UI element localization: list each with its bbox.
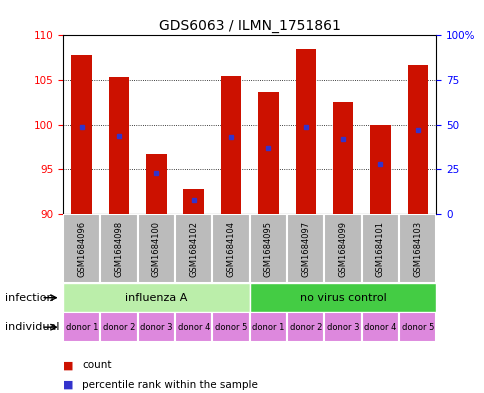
Text: GSM1684099: GSM1684099 — [338, 220, 347, 277]
Text: GSM1684102: GSM1684102 — [189, 220, 198, 277]
Text: infection: infection — [5, 293, 53, 303]
Bar — [287, 214, 324, 283]
Bar — [63, 283, 249, 312]
Text: GSM1684096: GSM1684096 — [77, 220, 86, 277]
Bar — [249, 214, 287, 283]
Text: count: count — [82, 360, 112, 371]
Text: individual: individual — [5, 322, 59, 332]
Bar — [257, 92, 278, 214]
Bar — [183, 189, 204, 214]
Text: GSM1684100: GSM1684100 — [151, 220, 161, 277]
Bar — [71, 55, 92, 214]
Bar — [212, 214, 249, 283]
Text: no virus control: no virus control — [299, 293, 386, 303]
Bar — [324, 214, 361, 283]
Text: donor 5: donor 5 — [401, 323, 433, 332]
Text: donor 5: donor 5 — [214, 323, 247, 332]
Text: ■: ■ — [63, 380, 74, 390]
Text: ■: ■ — [63, 360, 74, 371]
Text: donor 4: donor 4 — [177, 323, 210, 332]
Bar — [100, 312, 137, 342]
Bar — [287, 312, 324, 342]
Bar — [63, 312, 100, 342]
Bar — [361, 214, 398, 283]
Text: donor 2: donor 2 — [103, 323, 135, 332]
Text: donor 3: donor 3 — [140, 323, 172, 332]
Bar — [249, 312, 287, 342]
Bar — [137, 214, 175, 283]
Text: donor 4: donor 4 — [363, 323, 396, 332]
Bar — [137, 312, 175, 342]
Bar — [212, 312, 249, 342]
Text: GSM1684097: GSM1684097 — [301, 220, 310, 277]
Title: GDS6063 / ILMN_1751861: GDS6063 / ILMN_1751861 — [158, 19, 340, 33]
Bar — [175, 214, 212, 283]
Text: donor 3: donor 3 — [326, 323, 359, 332]
Bar — [175, 312, 212, 342]
Bar — [146, 154, 166, 214]
Bar — [369, 125, 390, 214]
Text: GSM1684101: GSM1684101 — [375, 220, 384, 277]
Text: percentile rank within the sample: percentile rank within the sample — [82, 380, 258, 390]
Bar — [398, 312, 436, 342]
Text: GSM1684098: GSM1684098 — [114, 220, 123, 277]
Bar — [361, 312, 398, 342]
Bar — [100, 214, 137, 283]
Text: donor 2: donor 2 — [289, 323, 321, 332]
Bar — [407, 65, 427, 214]
Text: donor 1: donor 1 — [65, 323, 98, 332]
Text: donor 1: donor 1 — [252, 323, 284, 332]
Bar — [108, 77, 129, 214]
Text: influenza A: influenza A — [125, 293, 187, 303]
Text: GSM1684103: GSM1684103 — [412, 220, 422, 277]
Bar — [63, 214, 100, 283]
Text: GSM1684095: GSM1684095 — [263, 220, 272, 277]
Bar — [332, 103, 353, 214]
Text: GSM1684104: GSM1684104 — [226, 220, 235, 277]
Bar — [220, 75, 241, 214]
Bar — [398, 214, 436, 283]
Bar — [295, 49, 316, 214]
Bar — [324, 312, 361, 342]
Bar — [249, 283, 436, 312]
